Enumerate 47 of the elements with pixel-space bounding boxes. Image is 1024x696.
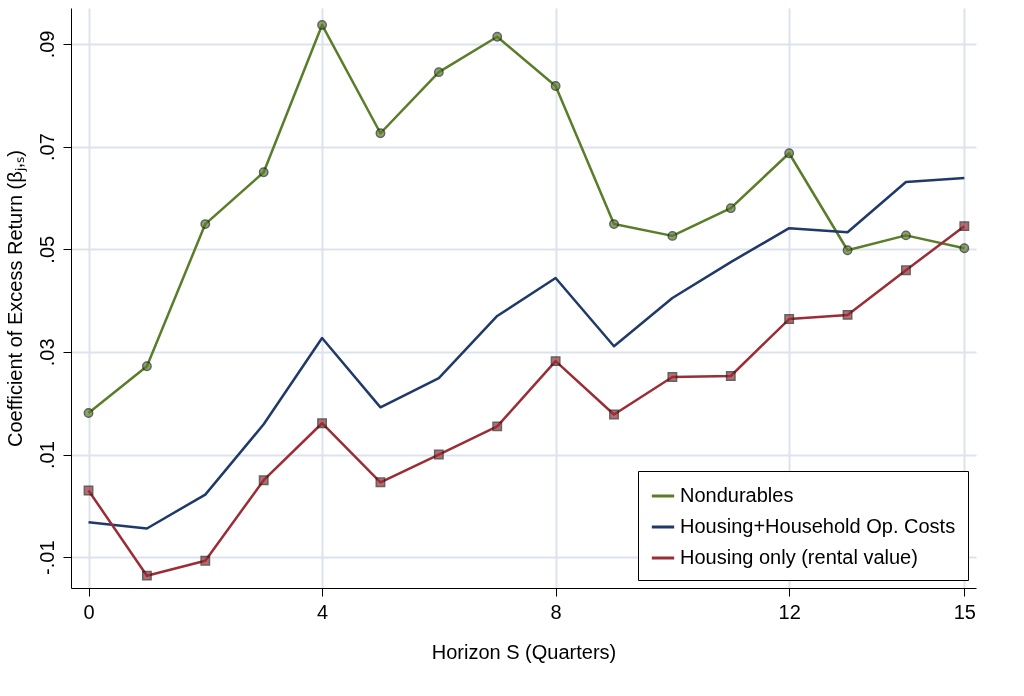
x-tick-label: 4: [317, 600, 329, 623]
point: [901, 230, 911, 241]
point: [959, 221, 970, 232]
point: [492, 31, 503, 42]
point: [433, 449, 444, 460]
point: [433, 67, 444, 78]
y-tick-label: .03: [35, 338, 58, 367]
y-axis-title: Coefficient of Excess Return (βⱼ,ₛ): [3, 150, 27, 447]
x-tick-label: 8: [550, 600, 562, 623]
y-tick-label: .07: [35, 133, 58, 161]
point: [667, 372, 678, 382]
point: [667, 230, 678, 241]
point: [258, 475, 269, 486]
point: [784, 314, 795, 324]
point: [141, 570, 152, 581]
y-tick-label: -.01: [35, 540, 58, 575]
y-tick-label: .09: [35, 30, 58, 59]
point: [609, 409, 619, 420]
point: [842, 310, 853, 320]
point: [959, 243, 970, 254]
point: [550, 356, 561, 367]
legend-label: Housing only (rental value): [680, 546, 918, 568]
point: [141, 361, 152, 372]
point: [258, 167, 269, 178]
point: [200, 219, 211, 230]
point: [375, 128, 386, 139]
legend-label: Housing+Household Op. Costs: [680, 515, 956, 537]
x-axis-title: Horizon S (Quarters): [431, 640, 617, 663]
point: [901, 265, 911, 276]
point: [725, 371, 736, 381]
point: [317, 20, 327, 30]
point: [550, 81, 561, 91]
point: [609, 219, 619, 230]
point: [200, 555, 211, 566]
x-tick-label: 12: [778, 600, 801, 623]
y-tick-label: .05: [35, 235, 58, 264]
legend-label: Nondurables: [680, 484, 794, 506]
point: [375, 477, 386, 488]
point: [842, 245, 853, 256]
point: [317, 418, 327, 429]
point: [83, 408, 94, 418]
point: [784, 148, 795, 159]
y-tick-label: .01: [35, 441, 58, 469]
point: [492, 421, 503, 432]
x-tick-label: 0: [83, 600, 95, 623]
point: [725, 203, 736, 214]
x-tick-label: 15: [953, 600, 976, 623]
